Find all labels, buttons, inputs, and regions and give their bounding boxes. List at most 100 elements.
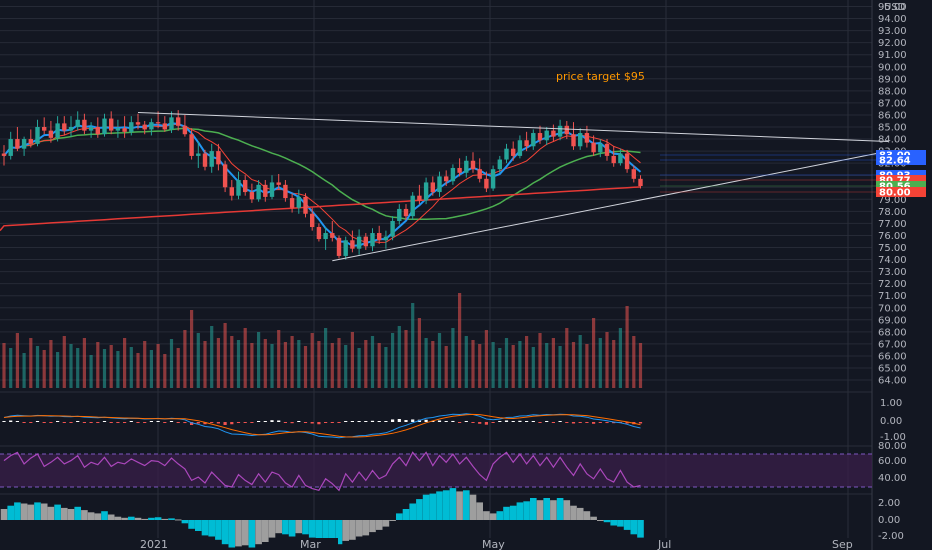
- volume-bar: [478, 344, 482, 388]
- volume-bar: [364, 340, 368, 388]
- candle-body: [598, 143, 603, 153]
- price-axis[interactable]: 95.0094.0093.0092.0091.0090.0089.0088.00…: [660, 2, 926, 542]
- volume-bar: [190, 310, 194, 388]
- momentum-histogram-bar: [168, 518, 175, 520]
- momentum-histogram-bar: [188, 520, 195, 529]
- macd-histogram-bar: [216, 422, 220, 424]
- candle-body: [35, 127, 40, 144]
- volume-bar: [42, 350, 46, 388]
- macd-histogram-bar: [538, 422, 542, 423]
- candle-body: [356, 236, 362, 249]
- candle-body: [464, 160, 469, 173]
- macd-histogram-bar: [169, 421, 174, 422]
- volume-bar: [136, 353, 140, 388]
- macd-histogram-bar: [303, 422, 308, 423]
- volume-bar: [618, 328, 622, 388]
- volume-bar: [156, 344, 160, 388]
- trendline-upper: [137, 112, 889, 142]
- candle-body: [336, 237, 342, 256]
- candle-body: [222, 164, 228, 188]
- volume-bar: [297, 340, 301, 388]
- macd-histogram-bar: [123, 422, 127, 423]
- price-tick-label: 86.00: [878, 110, 907, 121]
- macd-histogram-bar: [558, 421, 562, 422]
- momentum-histogram-bar: [27, 504, 35, 520]
- macd-histogram-bar: [364, 421, 368, 422]
- macd-histogram-bar: [156, 421, 160, 422]
- momentum-histogram-bar: [442, 490, 450, 520]
- macd-histogram-bar: [136, 422, 140, 423]
- macd-histogram-bar: [22, 422, 26, 423]
- price-tick-label: 92.00: [878, 38, 907, 49]
- price-target-annotation[interactable]: price target $95: [556, 70, 645, 83]
- candle-body: [283, 184, 288, 199]
- candle-body: [410, 195, 415, 217]
- momentum-histogram-bar: [396, 513, 403, 520]
- momentum-histogram-bar: [14, 502, 21, 520]
- candle-body: [343, 240, 348, 256]
- candle-body: [28, 139, 33, 144]
- candle-body: [263, 184, 268, 197]
- momentum-histogram-bar: [154, 517, 162, 520]
- volume-bar: [236, 340, 241, 388]
- volume-bar: [176, 348, 180, 388]
- macd-histogram-bar: [350, 421, 354, 422]
- macd-histogram-bar: [62, 422, 66, 423]
- time-axis[interactable]: 2021 Mar May Jul Sep: [132, 538, 870, 550]
- macd-histogram-bar: [551, 422, 555, 423]
- candle-body: [135, 122, 141, 125]
- candle-body: [310, 213, 315, 228]
- momentum-histogram-bar: [101, 511, 108, 520]
- momentum-histogram-bar: [369, 520, 376, 533]
- momentum-histogram-bar: [215, 520, 222, 540]
- macd-histogram-bar: [35, 421, 40, 422]
- volume-bar: [35, 346, 40, 388]
- momentum-histogram-bar: [597, 520, 604, 521]
- volume-bar: [22, 353, 26, 388]
- volume-bar: [377, 343, 381, 388]
- momentum-histogram-bar: [7, 505, 14, 520]
- volume-bar: [411, 303, 415, 388]
- momentum-histogram-bar: [322, 520, 329, 542]
- candle-body: [511, 148, 516, 156]
- candle-body: [42, 127, 47, 131]
- macd-histogram-bar: [250, 422, 254, 423]
- macd-histogram-bar: [585, 422, 589, 423]
- volume-bar: [303, 346, 308, 388]
- macd-histogram-bar: [29, 422, 33, 423]
- macd-histogram-bar: [444, 421, 448, 422]
- candle-body: [169, 117, 174, 130]
- momentum-histogram-bar: [235, 520, 242, 547]
- momentum-histogram-bar: [550, 500, 557, 520]
- macd-histogram-bar: [96, 422, 100, 423]
- macd-histogram-bar: [82, 422, 86, 423]
- momentum-histogram-bar: [389, 520, 396, 521]
- momentum-histogram-bar: [228, 520, 236, 548]
- price-tag: [876, 175, 926, 185]
- candle-body: [551, 130, 556, 137]
- macd-histogram-bar: [437, 420, 442, 422]
- macd-histogram-bar: [2, 421, 6, 422]
- candle-body: [330, 233, 335, 238]
- price-tag: [876, 181, 926, 191]
- macd-histogram-bar: [102, 421, 107, 422]
- candle-body: [383, 236, 389, 241]
- candle-body: [196, 153, 201, 156]
- rsi-band: [0, 453, 872, 488]
- momentum-histogram-bar: [54, 504, 61, 520]
- macd-histogram-bar: [257, 421, 261, 422]
- macd-histogram-bar: [565, 422, 569, 423]
- candle-body: [430, 182, 435, 193]
- volume-bar: [612, 340, 616, 388]
- price-tick-label: 89.00: [878, 74, 907, 85]
- macd-histogram-bar: [404, 420, 408, 422]
- trendlines[interactable]: [137, 112, 889, 262]
- momentum-histogram-bar: [87, 512, 95, 520]
- candle-body: [249, 192, 255, 200]
- trendline-lower: [332, 150, 889, 262]
- rsi-tick-label: 40.00: [878, 473, 907, 484]
- volume-bar: [270, 344, 274, 388]
- momentum-histogram-bar: [496, 511, 504, 520]
- volume-bar: [149, 350, 153, 388]
